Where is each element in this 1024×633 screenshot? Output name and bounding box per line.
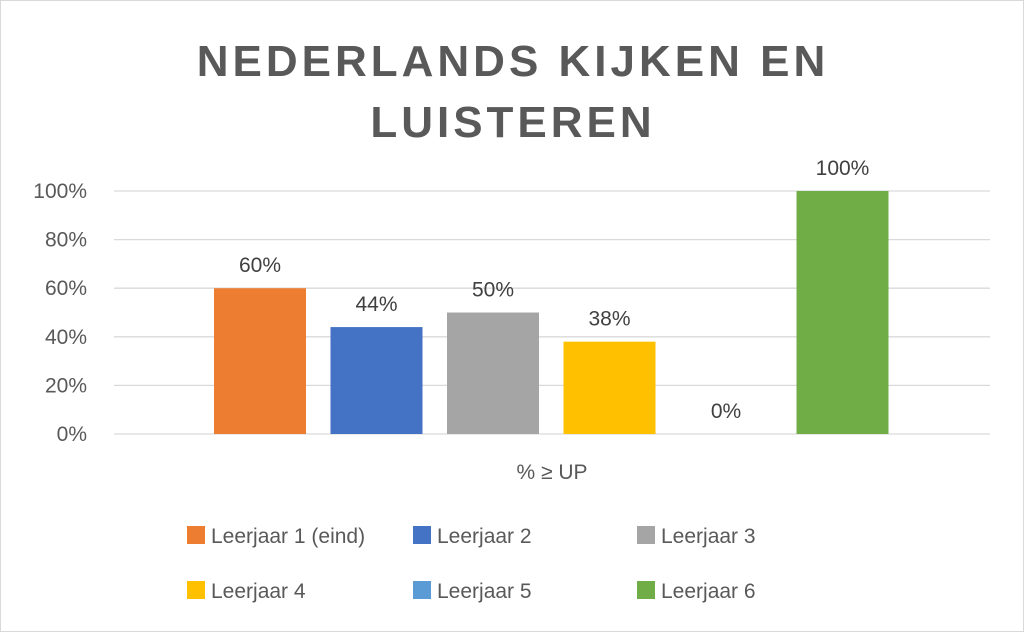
data-label: 0% <box>711 400 741 423</box>
legend: Leerjaar 1 (eind) Leerjaar 2 Leerjaar 3 Lee… <box>187 525 756 603</box>
legend-label: Leerjaar 6 <box>661 580 756 603</box>
legend-swatch <box>413 526 431 544</box>
legend-label: Leerjaar 3 <box>661 525 756 548</box>
data-labels: 60% 44% 50% 38% 0% 100% <box>239 157 869 423</box>
legend-label: Leerjaar 2 <box>437 525 532 548</box>
bar-leerjaar-4 <box>563 341 656 434</box>
chart-title: NEDERLANDS KIJKEN EN LUISTEREN <box>197 37 830 147</box>
legend-swatch <box>413 581 431 599</box>
bar-leerjaar-2 <box>330 327 423 434</box>
data-label: 44% <box>355 293 397 316</box>
data-label: 60% <box>239 254 281 277</box>
bars <box>214 191 889 434</box>
y-tick-label: 100% <box>33 180 87 203</box>
chart-title-line-1: NEDERLANDS KIJKEN EN <box>197 37 830 86</box>
data-label: 38% <box>588 308 630 331</box>
chart-title-line-2: LUISTEREN <box>370 98 655 147</box>
data-label: 100% <box>816 157 870 180</box>
legend-swatch <box>187 526 205 544</box>
legend-swatch <box>637 581 655 599</box>
y-tick-label: 40% <box>45 326 87 349</box>
y-axis-ticks: 0% 20% 40% 60% 80% 100% <box>33 180 87 446</box>
legend-label: Leerjaar 5 <box>437 580 532 603</box>
legend-label: Leerjaar 1 (eind) <box>211 525 365 548</box>
x-category-label: % ≥ UP <box>516 461 587 484</box>
y-tick-label: 20% <box>45 374 87 397</box>
bar-leerjaar-6 <box>796 191 889 434</box>
legend-swatch <box>187 581 205 599</box>
y-tick-label: 80% <box>45 229 87 252</box>
bar-leerjaar-3 <box>447 312 539 434</box>
y-tick-label: 60% <box>45 277 87 300</box>
bar-leerjaar-1-eind <box>214 288 306 434</box>
y-tick-label: 0% <box>57 423 87 446</box>
legend-label: Leerjaar 4 <box>211 580 306 603</box>
data-label: 50% <box>472 279 514 302</box>
legend-swatch <box>637 526 655 544</box>
